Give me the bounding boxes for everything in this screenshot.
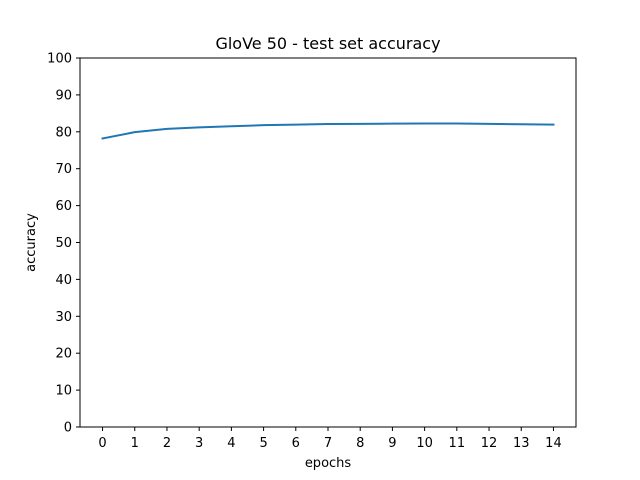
x-ticks — [102, 427, 554, 431]
y-tick-label: 10 — [55, 384, 72, 399]
series-line — [101, 122, 555, 140]
x-tick-label: 13 — [513, 436, 530, 451]
y-tick-label: 60 — [55, 199, 72, 214]
x-tick-label: 12 — [481, 436, 498, 451]
y-tick-label: 80 — [55, 125, 72, 140]
x-tick-labels: 0 1 2 3 4 5 6 7 8 9 10 11 12 13 14 — [98, 436, 561, 451]
y-tick-label: 70 — [55, 162, 72, 177]
x-tick-label: 1 — [131, 436, 139, 451]
plot-series — [101, 122, 555, 140]
x-tick-label: 0 — [98, 436, 106, 451]
y-tick-labels: 0 10 20 30 40 50 60 70 80 90 100 — [47, 52, 72, 436]
x-axis-label: epochs — [305, 456, 352, 471]
x-tick-label: 7 — [324, 436, 332, 451]
x-tick-label: 14 — [545, 436, 562, 451]
y-ticks — [76, 57, 80, 428]
x-tick-label: 8 — [356, 436, 364, 451]
x-tick-label: 6 — [292, 436, 300, 451]
x-tick-label: 11 — [449, 436, 466, 451]
x-tick-label: 3 — [195, 436, 203, 451]
y-axis-label: accuracy — [24, 213, 39, 272]
y-tick-label: 50 — [55, 236, 72, 251]
y-tick-label: 100 — [47, 52, 72, 67]
y-tick-label: 40 — [55, 273, 72, 288]
x-tick-label: 5 — [259, 436, 267, 451]
plot-area — [79, 57, 577, 428]
x-tick-label: 4 — [227, 436, 235, 451]
y-tick-label: 90 — [55, 88, 72, 103]
x-tick-label: 9 — [388, 436, 396, 451]
y-tick-label: 30 — [55, 310, 72, 325]
chart-title: GloVe 50 - test set accuracy — [215, 34, 440, 53]
y-tick-label: 0 — [64, 421, 72, 436]
x-tick-label: 2 — [163, 436, 171, 451]
x-tick-label: 10 — [416, 436, 433, 451]
y-tick-label: 20 — [55, 347, 72, 362]
